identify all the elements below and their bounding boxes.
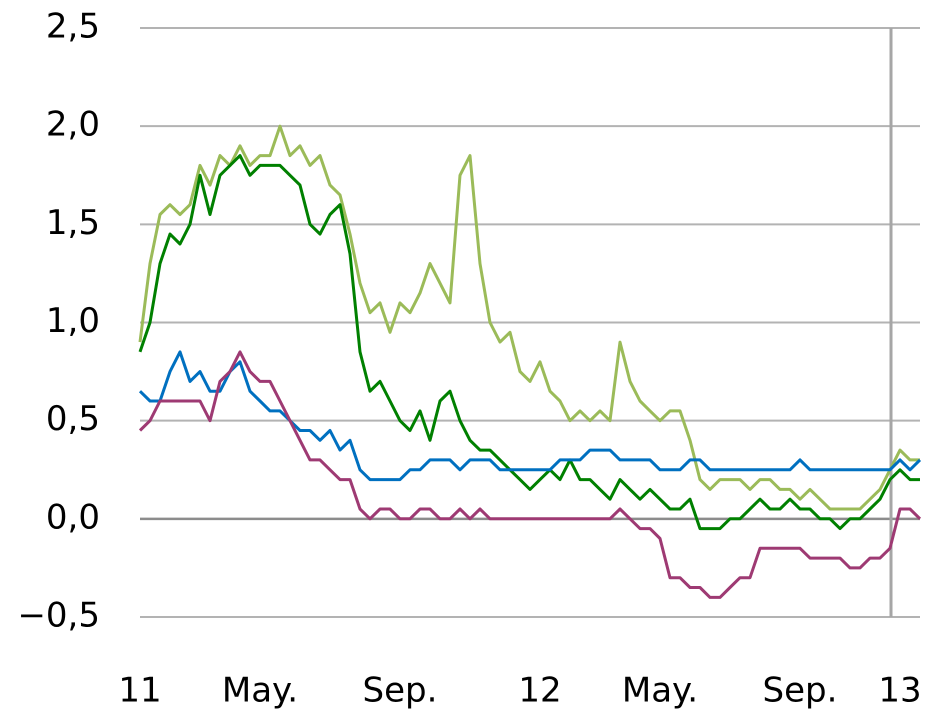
- y-tick-label: −0,5: [17, 596, 100, 636]
- y-tick-label: 1,0: [46, 301, 100, 341]
- x-tick-label: May.: [622, 671, 698, 711]
- x-tick-label: Sep.: [363, 671, 438, 711]
- data-line: [138, 124, 920, 511]
- y-tick-label: 2,5: [46, 7, 100, 47]
- y-tick-label: 2,0: [46, 105, 100, 145]
- data-line: [138, 350, 922, 599]
- data-line: [138, 154, 920, 531]
- y-tick-label: 0,5: [46, 399, 100, 439]
- x-tick-label: Sep.: [763, 671, 838, 711]
- data-line: [138, 350, 922, 482]
- x-tick-label: 12: [518, 671, 561, 711]
- x-tick-label: 13: [878, 671, 921, 711]
- x-tick-label: May.: [222, 671, 298, 711]
- x-tick-label: 11: [118, 671, 161, 711]
- y-tick-label: 1,5: [46, 203, 100, 243]
- y-tick-label: 0,0: [46, 497, 100, 537]
